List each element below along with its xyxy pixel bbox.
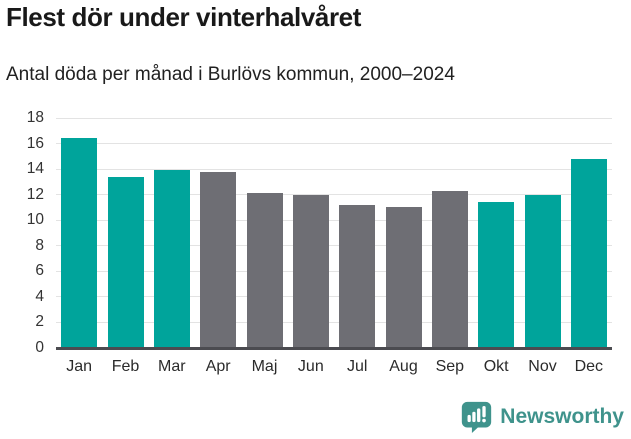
x-tick-label-nov: Nov	[528, 358, 557, 375]
gridline-18	[56, 117, 612, 119]
y-tick-label-10: 10	[26, 211, 44, 229]
x-tick-label-dec: Dec	[574, 358, 604, 375]
bar-jan	[61, 138, 98, 348]
x-tick-label-feb: Feb	[111, 358, 140, 375]
y-tick-label-0: 0	[35, 339, 44, 356]
bar-okt	[478, 202, 515, 348]
bar-nov	[524, 194, 561, 348]
x-tick-label-okt: Okt	[483, 358, 509, 375]
gridline-4	[56, 296, 612, 298]
y-tick-label-2: 2	[35, 313, 44, 331]
bar-aug	[385, 207, 422, 348]
x-tick-label-mar: Mar	[158, 358, 186, 375]
x-tick-label-maj: Maj	[251, 358, 278, 375]
chart-subtitle: Antal döda per månad i Burlövs kommun, 2…	[6, 64, 455, 85]
newsworthy-logo[interactable]: Newsworthy	[460, 400, 624, 433]
gridline-14	[56, 168, 612, 170]
gridline-8	[56, 245, 612, 247]
gridline-10	[56, 219, 612, 221]
bar-jul	[339, 204, 376, 348]
y-tick-label-8: 8	[35, 236, 44, 254]
bar-mar	[153, 170, 190, 348]
bar-maj	[246, 193, 283, 348]
gridline-12	[56, 194, 612, 196]
x-tick-label-jul: Jul	[346, 358, 368, 375]
x-tick-label-apr: Apr	[205, 358, 231, 375]
bar-dec	[570, 158, 607, 348]
y-tick-label-18: 18	[26, 109, 44, 126]
x-tick-label-sep: Sep	[435, 358, 465, 375]
bar-jun	[292, 194, 329, 348]
bar-apr	[200, 171, 237, 348]
bar-feb	[107, 176, 144, 348]
newsworthy-logo-text: Newsworthy	[500, 404, 624, 428]
x-tick-label-aug: Aug	[389, 358, 418, 375]
gridline-6	[56, 270, 612, 272]
chart-title: Flest dör under vinterhalvåret	[6, 2, 361, 32]
y-tick-label-12: 12	[26, 185, 44, 203]
bar-sep	[431, 190, 468, 348]
x-tick-label-jan: Jan	[66, 358, 93, 375]
y-tick-label-14: 14	[26, 160, 44, 178]
x-axis-line	[56, 347, 612, 350]
gridline-2	[56, 321, 612, 323]
y-tick-label-16: 16	[26, 134, 44, 152]
gridline-16	[56, 143, 612, 145]
x-tick-label-jun: Jun	[297, 358, 324, 375]
y-tick-label-4: 4	[35, 287, 44, 305]
newsworthy-logo-icon	[460, 400, 493, 433]
y-tick-label-6: 6	[35, 262, 44, 280]
